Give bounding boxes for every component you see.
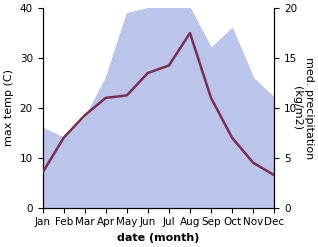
Y-axis label: max temp (C): max temp (C): [4, 69, 14, 146]
Y-axis label: med. precipitation
(kg/m2): med. precipitation (kg/m2): [292, 57, 314, 159]
X-axis label: date (month): date (month): [117, 233, 200, 243]
